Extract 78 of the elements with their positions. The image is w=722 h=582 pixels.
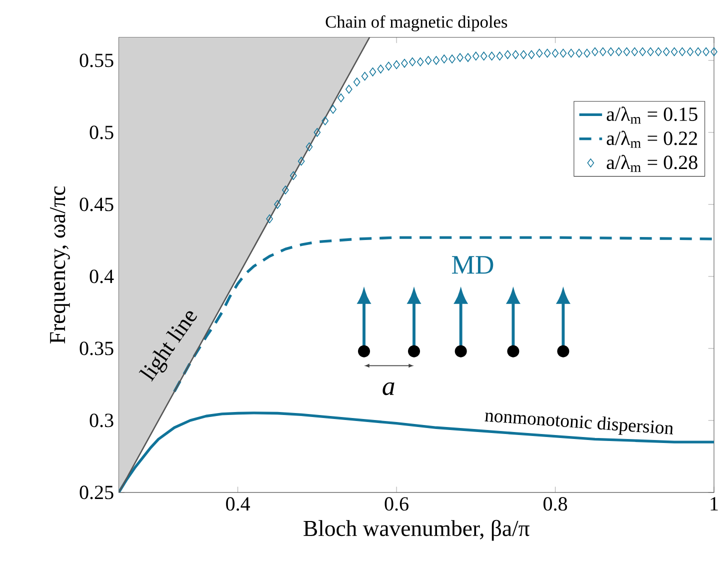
point — [504, 50, 512, 60]
x-tick-label: 1 — [710, 497, 718, 510]
point — [393, 60, 400, 70]
point — [369, 68, 376, 76]
point — [480, 52, 488, 61]
point — [512, 50, 519, 60]
point — [592, 47, 598, 56]
point — [702, 47, 710, 56]
point — [528, 50, 535, 60]
point — [488, 52, 496, 61]
point — [290, 171, 297, 180]
y-tick-label: 0.55 — [80, 54, 114, 68]
point — [655, 47, 662, 56]
point — [432, 56, 440, 65]
point — [424, 56, 432, 65]
x-tick-label: 0.4 — [226, 497, 250, 511]
y-tick-label: 0.35 — [80, 342, 114, 356]
point — [448, 54, 456, 64]
point — [385, 62, 392, 71]
point — [464, 53, 472, 62]
point — [694, 47, 702, 56]
point — [361, 72, 368, 81]
y-tick-label: 0.45 — [80, 198, 114, 212]
point — [631, 47, 638, 56]
annotation: a — [382, 382, 394, 396]
point — [274, 200, 281, 209]
point — [416, 58, 424, 66]
chart-title: Chain of magnetic dipoles — [326, 15, 508, 32]
point — [599, 47, 606, 56]
y-tick-label: 0.3 — [90, 414, 114, 428]
point — [353, 78, 360, 86]
point — [670, 47, 678, 56]
y-axis-title: Frequency, ωa/πc — [50, 186, 70, 344]
point — [607, 47, 614, 56]
point — [552, 48, 559, 58]
point — [678, 47, 686, 56]
point — [647, 47, 654, 56]
line-series — [118, 412, 714, 493]
point — [401, 58, 408, 68]
point — [686, 47, 694, 56]
point — [568, 48, 575, 58]
point — [266, 214, 273, 224]
point — [544, 48, 551, 58]
y-tick-label: 0.4 — [90, 270, 114, 284]
point — [623, 47, 630, 56]
annotation: MD — [452, 256, 494, 274]
point — [440, 54, 448, 64]
point — [576, 48, 582, 58]
point — [615, 47, 622, 56]
y-tick-label: 0.25 — [80, 486, 114, 500]
point — [472, 52, 480, 61]
point — [584, 48, 590, 58]
x-tick-label: 0.6 — [384, 497, 408, 511]
point — [456, 53, 464, 62]
point — [377, 64, 384, 74]
point — [282, 186, 289, 194]
point — [662, 47, 670, 56]
point — [536, 48, 543, 58]
point — [496, 52, 504, 61]
legend-label: a/λ$_{m}$ = 0.15 — [606, 106, 698, 124]
point — [306, 142, 313, 152]
point — [409, 58, 416, 66]
x-axis-title: Bloch wavenumber, βa/π — [304, 520, 530, 541]
annotation: nonmonotonic dispersion — [484, 412, 673, 435]
point — [322, 116, 329, 126]
point — [338, 94, 344, 102]
y-tick-label: 0.5 — [90, 126, 114, 140]
point — [560, 48, 567, 58]
point — [314, 128, 321, 137]
point — [346, 84, 352, 94]
point — [639, 47, 646, 56]
point — [298, 156, 305, 166]
point — [520, 50, 527, 60]
point — [330, 105, 336, 114]
legend-label: a/λ$_{m}$ = 0.22 — [606, 130, 698, 148]
legend-label: a/λ$_{m}$ = 0.28 — [606, 154, 698, 172]
x-tick-label: 0.8 — [544, 497, 568, 511]
point — [710, 47, 718, 56]
